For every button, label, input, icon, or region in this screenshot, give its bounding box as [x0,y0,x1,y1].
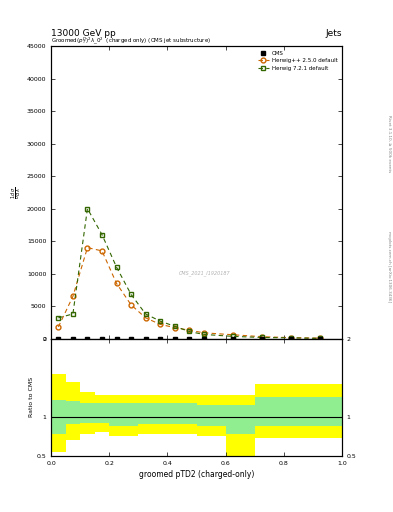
Text: 13000 GeV pp: 13000 GeV pp [51,29,116,38]
Text: Groomed$(p_T^D)^2\lambda\_0^2$  (charged only) (CMS jet substructure): Groomed$(p_T^D)^2\lambda\_0^2$ (charged … [51,35,211,46]
Text: mcplots.cern.ch [arXiv:1306.3436]: mcplots.cern.ch [arXiv:1306.3436] [387,231,391,302]
Text: Jets: Jets [325,29,342,38]
Y-axis label: $\frac{1}{\sigma}\frac{d\sigma}{d\lambda}$: $\frac{1}{\sigma}\frac{d\sigma}{d\lambda… [10,186,24,199]
X-axis label: groomed pTD2 (charged-only): groomed pTD2 (charged-only) [139,470,254,479]
Text: Rivet 3.1.10, ≥ 500k events: Rivet 3.1.10, ≥ 500k events [387,115,391,172]
Text: CMS_2021_I1920187: CMS_2021_I1920187 [179,270,231,276]
Y-axis label: Ratio to CMS: Ratio to CMS [29,377,34,417]
Legend: CMS, Herwig++ 2.5.0 default, Herwig 7.2.1 default: CMS, Herwig++ 2.5.0 default, Herwig 7.2.… [256,49,339,73]
